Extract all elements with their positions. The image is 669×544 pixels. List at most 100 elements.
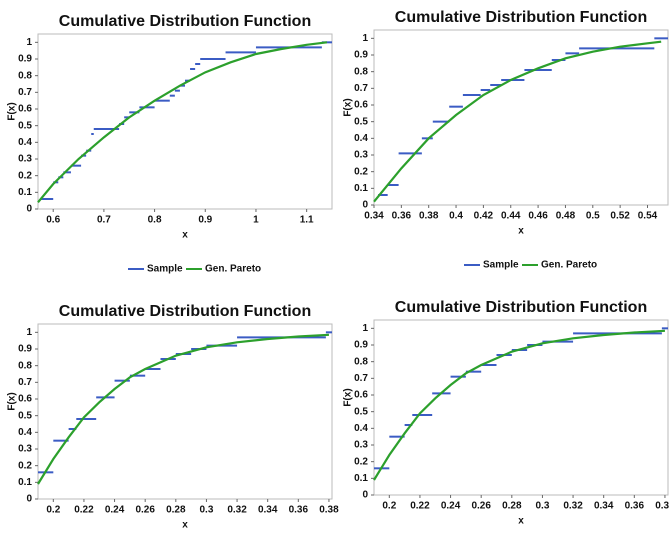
- y-tick-label: 0.2: [18, 460, 32, 471]
- y-tick-label: 0.8: [354, 356, 368, 367]
- legend-label: Gen. Pareto: [541, 260, 597, 271]
- y-tick-label: 0: [362, 490, 368, 501]
- y-tick-label: 1: [362, 33, 368, 44]
- chart-title: Cumulative Distribution Function: [395, 9, 647, 26]
- y-tick-label: 0.2: [18, 170, 32, 181]
- x-tick-label: 0.46: [528, 211, 548, 222]
- legend-label: Sample: [483, 260, 519, 271]
- y-tick-label: 0.5: [354, 116, 368, 127]
- y-tick-label: 0.9: [354, 50, 368, 61]
- y-axis-label: F(x): [7, 102, 18, 120]
- x-tick-label: 0.38: [319, 505, 339, 516]
- x-tick-label: 0.36: [625, 501, 645, 512]
- plot-area: [373, 29, 669, 206]
- x-tick-label: 0.32: [563, 501, 583, 512]
- fitted-curve: [37, 333, 329, 485]
- plot-area: [373, 319, 669, 496]
- y-tick-label: 0.6: [18, 104, 32, 115]
- y-tick-label: 0.2: [354, 456, 368, 467]
- y-tick-label: 0.8: [18, 70, 32, 81]
- y-axis-label: F(x): [7, 392, 18, 410]
- x-tick-label: 0.24: [441, 501, 461, 512]
- plot-area: [37, 323, 333, 500]
- y-tick-label: 0: [362, 200, 368, 211]
- chart-title: Cumulative Distribution Function: [395, 299, 647, 316]
- x-tick-label: 0.52: [610, 211, 630, 222]
- x-tick-label: 0.3: [199, 505, 213, 516]
- x-tick-label: 0.7: [97, 215, 111, 226]
- chart-panel: Cumulative Distribution Function 0 0.1 0.2 0…: [343, 299, 669, 527]
- chart-panel: Cumulative Distribution Function 0 0.1 0.2 0…: [7, 13, 333, 275]
- y-tick-label: 0.4: [18, 137, 32, 148]
- x-axis-label: x: [518, 226, 524, 237]
- x-tick-label: 0.28: [502, 501, 522, 512]
- chart-title: Cumulative Distribution Function: [59, 13, 311, 30]
- y-tick-label: 0.3: [354, 440, 368, 451]
- y-axis-label: F(x): [343, 98, 354, 116]
- y-tick-label: 1: [26, 327, 32, 338]
- fitted-curve: [37, 41, 328, 204]
- y-tick-label: 0: [26, 204, 32, 215]
- y-tick-label: 0.1: [354, 183, 368, 194]
- y-tick-label: 0.8: [354, 66, 368, 77]
- x-tick-label: 0.6: [46, 215, 60, 226]
- y-tick-label: 0.7: [354, 83, 368, 94]
- y-tick-label: 0.2: [354, 166, 368, 177]
- fitted-curve: [373, 40, 662, 203]
- y-tick-label: 0.6: [354, 390, 368, 401]
- y-tick-label: 0.3: [18, 154, 32, 165]
- x-tick-label: 0.44: [501, 211, 521, 222]
- x-tick-label: 0.9: [198, 215, 212, 226]
- x-tick-label: 0.36: [392, 211, 412, 222]
- fitted-curve: [373, 329, 665, 481]
- x-tick-label: 0.2: [46, 505, 60, 516]
- x-tick-label: 0.48: [556, 211, 576, 222]
- y-tick-label: 0.5: [18, 120, 32, 131]
- y-tick-label: 0.1: [354, 473, 368, 484]
- y-tick-label: 0: [26, 494, 32, 505]
- y-tick-label: 0.1: [18, 477, 32, 488]
- y-tick-label: 0.1: [18, 187, 32, 198]
- y-tick-label: 0.3: [354, 150, 368, 161]
- y-axis-label: F(x): [343, 388, 354, 406]
- x-axis-label: x: [182, 230, 188, 241]
- x-tick-label: 0.5: [586, 211, 600, 222]
- x-tick-label: 0.38: [419, 211, 439, 222]
- x-tick-label: 0.28: [166, 505, 186, 516]
- x-axis-label: x: [182, 520, 188, 531]
- x-tick-label: 0.34: [364, 211, 384, 222]
- x-tick-label: 0.38: [655, 501, 669, 512]
- x-tick-label: 0.22: [74, 505, 94, 516]
- x-tick-label: 0.3: [535, 501, 549, 512]
- x-tick-label: 0.26: [135, 505, 155, 516]
- y-tick-label: 0.4: [354, 133, 368, 144]
- x-tick-label: 0.2: [382, 501, 396, 512]
- y-tick-label: 0.3: [18, 444, 32, 455]
- y-tick-label: 0.6: [354, 100, 368, 111]
- x-axis-label: x: [518, 516, 524, 527]
- y-tick-label: 0.7: [18, 87, 32, 98]
- x-tick-label: 0.34: [594, 501, 614, 512]
- y-tick-label: 0.4: [354, 423, 368, 434]
- y-tick-label: 1: [362, 323, 368, 334]
- y-tick-label: 0.4: [18, 427, 32, 438]
- plot-area: [37, 33, 333, 210]
- legend-label: Gen. Pareto: [205, 264, 261, 275]
- x-tick-label: 0.42: [474, 211, 494, 222]
- y-tick-label: 0.6: [18, 394, 32, 405]
- y-tick-label: 0.8: [18, 360, 32, 371]
- x-tick-label: 0.26: [471, 501, 491, 512]
- x-tick-label: 1: [253, 215, 259, 226]
- y-tick-label: 0.5: [354, 406, 368, 417]
- x-tick-label: 0.22: [410, 501, 430, 512]
- chart-panel: Cumulative Distribution Function 0 0.1 0.2 0…: [343, 9, 669, 271]
- chart-panel: Cumulative Distribution Function 0 0.1 0.2 0…: [7, 303, 339, 531]
- y-tick-label: 0.9: [18, 344, 32, 355]
- x-tick-label: 0.54: [638, 211, 658, 222]
- y-tick-label: 0.5: [18, 410, 32, 421]
- y-tick-label: 0.7: [354, 373, 368, 384]
- x-tick-label: 0.36: [289, 505, 309, 516]
- legend-label: Sample: [147, 264, 183, 275]
- x-tick-label: 1.1: [300, 215, 314, 226]
